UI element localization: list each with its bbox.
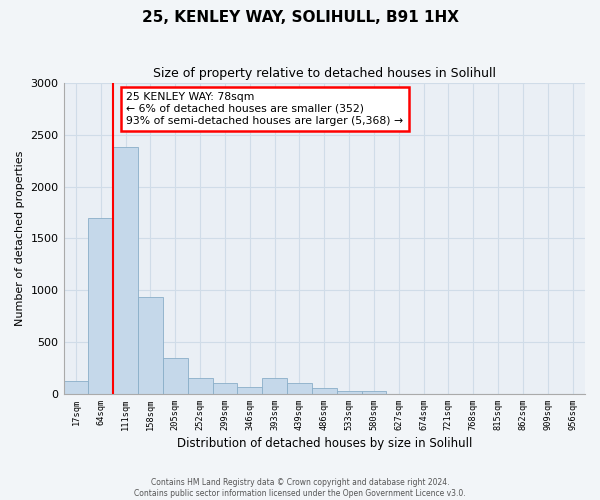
- Bar: [287, 384, 312, 394]
- Title: Size of property relative to detached houses in Solihull: Size of property relative to detached ho…: [153, 68, 496, 80]
- Bar: [64, 382, 88, 394]
- Bar: [138, 298, 163, 394]
- Bar: [88, 218, 113, 394]
- Bar: [163, 358, 188, 394]
- Text: 25, KENLEY WAY, SOLIHULL, B91 1HX: 25, KENLEY WAY, SOLIHULL, B91 1HX: [142, 10, 458, 25]
- Text: 25 KENLEY WAY: 78sqm
← 6% of detached houses are smaller (352)
93% of semi-detac: 25 KENLEY WAY: 78sqm ← 6% of detached ho…: [126, 92, 403, 126]
- Bar: [113, 148, 138, 394]
- Bar: [312, 388, 337, 394]
- Bar: [238, 388, 262, 394]
- Y-axis label: Number of detached properties: Number of detached properties: [15, 150, 25, 326]
- Text: Contains HM Land Registry data © Crown copyright and database right 2024.
Contai: Contains HM Land Registry data © Crown c…: [134, 478, 466, 498]
- Bar: [362, 390, 386, 394]
- X-axis label: Distribution of detached houses by size in Solihull: Distribution of detached houses by size …: [176, 437, 472, 450]
- Bar: [212, 384, 238, 394]
- Bar: [262, 378, 287, 394]
- Bar: [188, 378, 212, 394]
- Bar: [337, 390, 362, 394]
